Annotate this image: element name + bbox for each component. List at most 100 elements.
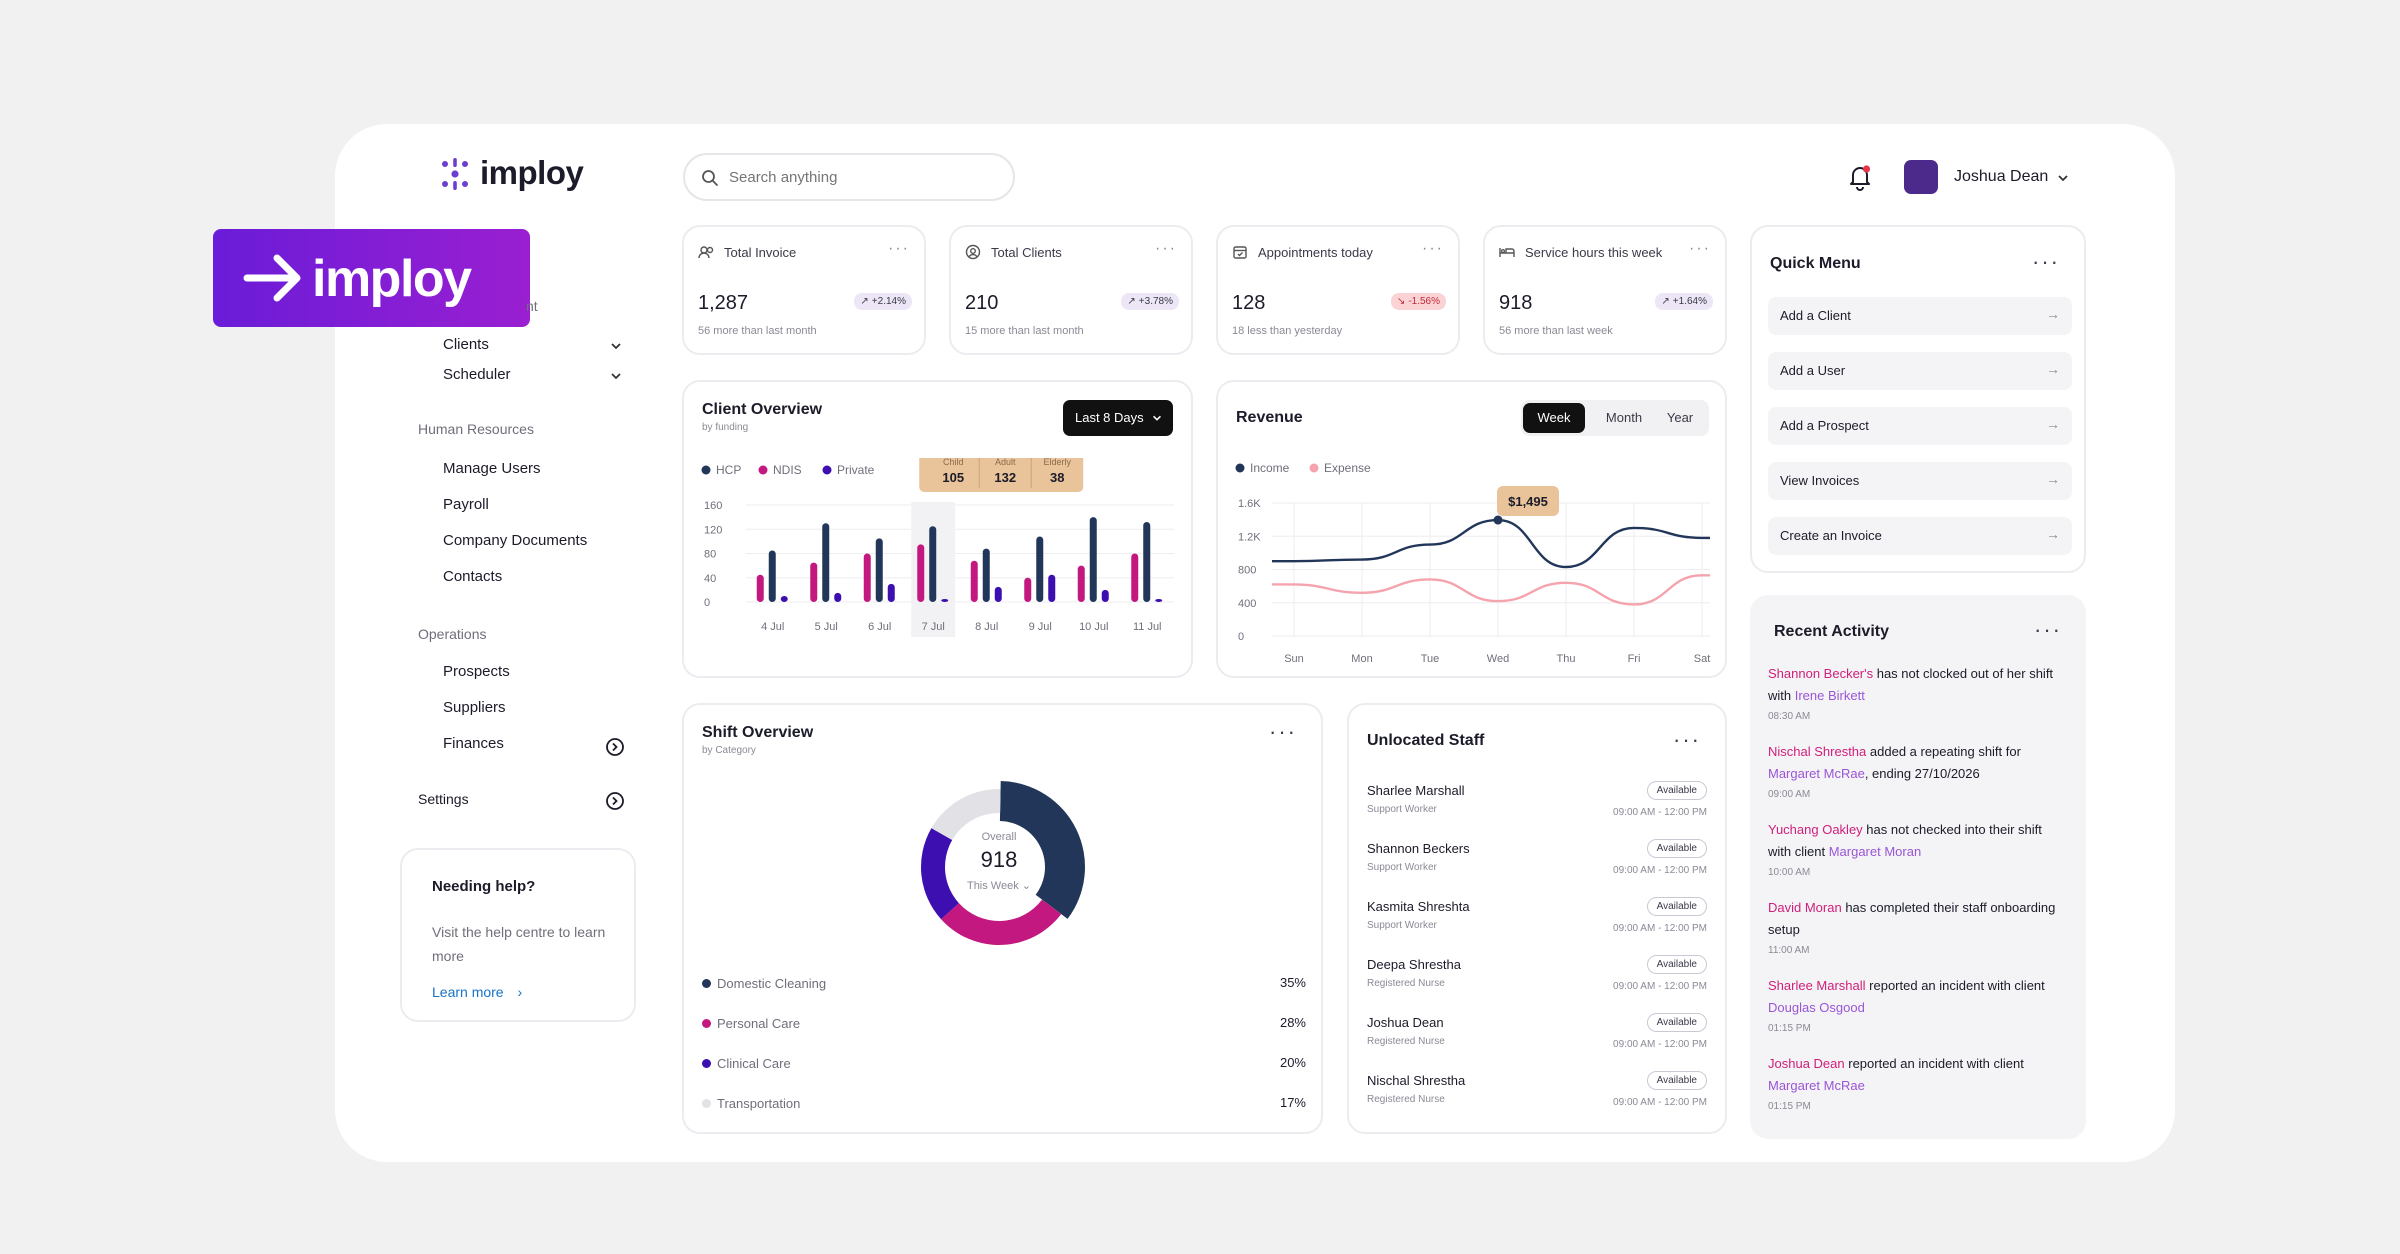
legend-dot: [701, 465, 711, 475]
activity-text: added a repeating shift for: [1866, 744, 2021, 759]
activity-actor-link[interactable]: Sharlee Marshall: [1768, 978, 1866, 993]
sidebar-item-suppliers[interactable]: Suppliers: [443, 699, 506, 716]
table-row[interactable]: Sharlee Marshall Support Worker Available 0…: [1349, 781, 1725, 831]
staff-role: Support Worker: [1367, 804, 1437, 815]
shift-overview-card: Shift Overview by Category ··· Overall 9…: [682, 703, 1323, 1134]
sidebar-item-finances[interactable]: Finances: [443, 735, 625, 759]
sidebar-item-settings[interactable]: Settings: [418, 791, 625, 815]
activity-actor-link[interactable]: Joshua Dean: [1768, 1056, 1845, 1071]
arrow-right-icon: →: [2046, 416, 2060, 432]
expand-circle-icon: [606, 738, 624, 756]
stat-subtext: 18 less than yesterday: [1232, 325, 1343, 337]
bar: [970, 560, 978, 602]
quick-menu-item[interactable]: Add a User →: [1768, 352, 2072, 390]
x-tick-label: Fri: [1628, 653, 1641, 665]
activity-target-link[interactable]: Margaret Moran: [1828, 844, 1922, 859]
staff-name: Sharlee Marshall: [1367, 783, 1465, 798]
shift-time: 09:00 AM - 12:00 PM: [1613, 981, 1707, 992]
quick-menu-item[interactable]: View Invoices →: [1768, 462, 2072, 500]
trend-up-icon: ↗: [1127, 296, 1136, 307]
user-menu[interactable]: Joshua Dean: [1904, 159, 2076, 195]
table-row[interactable]: Shannon Beckers Support Worker Available 09…: [1349, 839, 1725, 889]
x-tick-label: 7 Jul: [922, 621, 945, 633]
y-tick-label: 1.2K: [1238, 531, 1261, 543]
shift-time: 09:00 AM - 12:00 PM: [1613, 865, 1707, 876]
app-logo[interactable]: imploy: [436, 152, 596, 196]
quick-menu-item[interactable]: Add a Client →: [1768, 297, 2072, 335]
shift-legend-label: Personal Care: [717, 1016, 801, 1031]
y-tick-label: 160: [704, 500, 722, 512]
status-badge: Available: [1646, 1013, 1707, 1032]
more-options-button[interactable]: ···: [2032, 249, 2060, 274]
more-options-button[interactable]: ···: [888, 240, 910, 257]
learn-more-link[interactable]: Learn more ›: [432, 984, 522, 1000]
bar: [1089, 517, 1097, 602]
quick-menu-label: Add a Client: [1780, 308, 1851, 323]
sidebar-item-clients[interactable]: Clients: [443, 335, 623, 357]
recent-activity-panel: Recent Activity ··· Shannon Becker's has…: [1750, 595, 2086, 1139]
staff-role: Registered Nurse: [1367, 1036, 1445, 1047]
tab-year[interactable]: Year: [1666, 410, 1694, 425]
chevron-right-icon: ›: [517, 984, 523, 1000]
more-options-button[interactable]: ···: [1155, 240, 1177, 257]
quick-menu-item[interactable]: Create an Invoice →: [1768, 517, 2072, 555]
more-options-button[interactable]: ···: [1689, 240, 1711, 257]
bell-icon: [1850, 165, 1871, 191]
activity-actor-link[interactable]: Yuchang Oakley: [1768, 822, 1863, 837]
activity-target-link[interactable]: Irene Birkett: [1794, 688, 1865, 703]
tab-month[interactable]: Month: [1605, 410, 1643, 425]
user-circle-icon: [965, 244, 981, 260]
activity-target-link[interactable]: Margaret McRae: [1768, 766, 1865, 781]
stat-title: Service hours this week: [1525, 245, 1663, 260]
activity-actor-link[interactable]: Shannon Becker's: [1768, 666, 1874, 681]
staff-name: Nischal Shrestha: [1367, 1073, 1466, 1088]
y-tick-label: 120: [704, 524, 722, 536]
search-bar[interactable]: [683, 153, 1015, 201]
sidebar-item-scheduler[interactable]: Scheduler: [443, 365, 623, 387]
sidebar-heading-operations: Operations: [418, 626, 487, 642]
sidebar-item-payroll[interactable]: Payroll: [443, 496, 489, 513]
legend-dot: [702, 1059, 711, 1069]
sidebar-item-prospects[interactable]: Prospects: [443, 663, 510, 680]
sidebar-item-company-documents[interactable]: Company Documents: [443, 532, 588, 549]
activity-text: reported an incident with client: [1844, 1056, 2024, 1071]
table-row[interactable]: Deepa Shrestha Registered Nurse Available 0…: [1349, 955, 1725, 1005]
more-options-button[interactable]: ···: [1673, 727, 1701, 752]
search-input[interactable]: [729, 165, 989, 189]
notification-button[interactable]: [1846, 163, 1874, 191]
stat-title: Appointments today: [1258, 245, 1373, 260]
chevron-down-icon: [611, 373, 621, 380]
shift-legend-row: Clinical Care 20%: [702, 1055, 1306, 1075]
trend-value: +1.64%: [1672, 296, 1707, 307]
tab-week[interactable]: Week: [1523, 403, 1585, 433]
table-row[interactable]: Joshua Dean Registered Nurse Available 09:0…: [1349, 1013, 1725, 1063]
bar: [1131, 553, 1139, 602]
status-badge: Available: [1646, 839, 1707, 858]
activity-actor-link[interactable]: David Moran: [1768, 900, 1842, 915]
x-tick-label: Thu: [1557, 653, 1576, 665]
activity-target-link[interactable]: Margaret McRae: [1768, 1078, 1865, 1093]
legend-dot: [1235, 463, 1245, 473]
more-options-button[interactable]: ···: [1422, 240, 1444, 257]
activity-target-link[interactable]: Douglas Osgood: [1768, 1000, 1865, 1015]
activity-actor-link[interactable]: Nischal Shrestha: [1768, 744, 1867, 759]
sidebar-item-manage-users[interactable]: Manage Users: [443, 460, 541, 477]
quick-menu-item[interactable]: Add a Prospect →: [1768, 407, 2072, 445]
bar: [941, 598, 949, 602]
x-tick-label: 8 Jul: [975, 621, 998, 633]
logo-icon: [442, 158, 468, 190]
date-range-dropdown[interactable]: Last 8 Days: [1063, 400, 1173, 436]
more-options-button[interactable]: ···: [2034, 617, 2062, 642]
sidebar-item-contacts[interactable]: Contacts: [443, 568, 503, 585]
table-row[interactable]: Kasmita Shreshta Support Worker Available 0…: [1349, 897, 1725, 947]
donut-slice: [999, 781, 1085, 919]
stat-title: Total Invoice: [724, 245, 797, 260]
table-row[interactable]: Nischal Shrestha Registered Nurse Availabl…: [1349, 1071, 1725, 1121]
donut-period-select[interactable]: This Week ⌄: [899, 879, 1099, 892]
activity-time: 01:15 PM: [1768, 1101, 1811, 1112]
more-options-button[interactable]: ···: [1269, 719, 1297, 744]
x-tick-label: 9 Jul: [1029, 621, 1052, 633]
trend-down-icon: ↘: [1396, 296, 1406, 307]
x-tick-label: 10 Jul: [1079, 621, 1108, 633]
y-tick-label: 0: [704, 597, 710, 609]
